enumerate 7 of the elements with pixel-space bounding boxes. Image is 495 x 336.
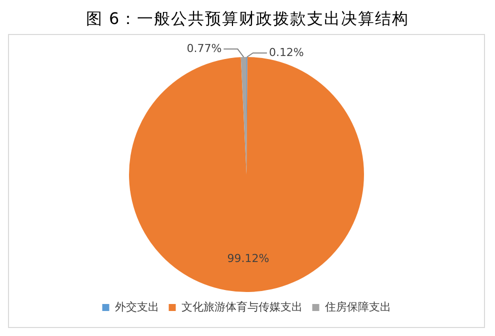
chart-title: 图 6：一般公共预算财政拨款支出决算结构	[84, 8, 410, 30]
legend-label: 外交支出	[114, 300, 159, 314]
data-label: 0.77%	[186, 42, 222, 55]
data-label: 0.12%	[268, 46, 304, 59]
legend-label: 文化旅游体育与传媒支出	[181, 300, 302, 314]
data-label: 99.12%	[227, 252, 270, 265]
legend-label: 住房保障支出	[324, 300, 391, 314]
